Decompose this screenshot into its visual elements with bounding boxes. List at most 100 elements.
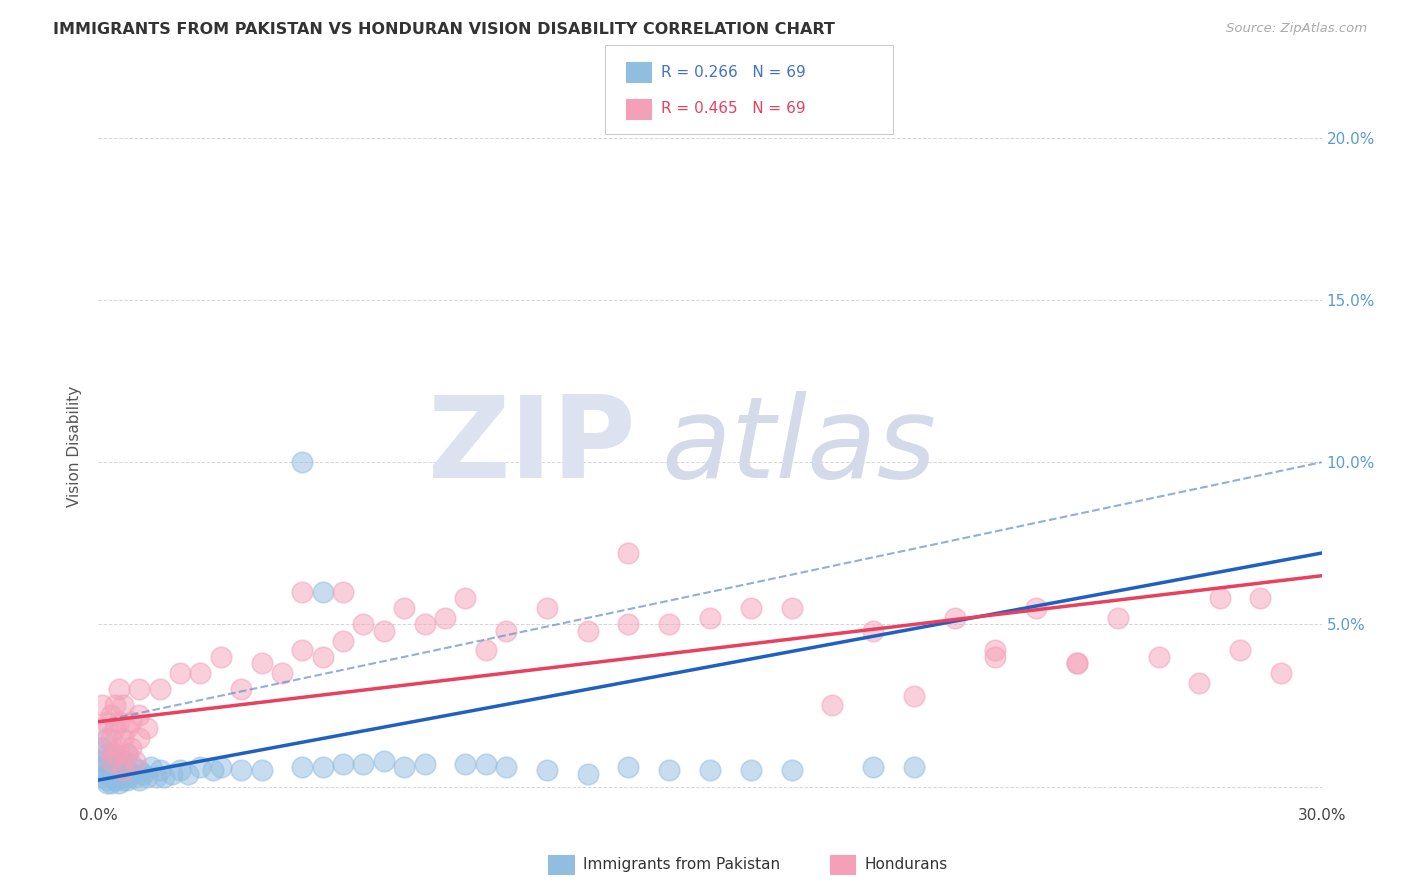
Point bbox=[352, 756, 374, 771]
Point bbox=[100, 766, 122, 780]
Text: ZIP: ZIP bbox=[429, 391, 637, 501]
Point bbox=[454, 591, 477, 606]
Point bbox=[740, 601, 762, 615]
Point bbox=[699, 764, 721, 778]
Point bbox=[1270, 666, 1292, 681]
Point bbox=[291, 455, 314, 469]
Point bbox=[91, 721, 114, 735]
Point bbox=[160, 766, 183, 780]
Point bbox=[821, 698, 844, 713]
Point bbox=[169, 666, 191, 681]
Point bbox=[100, 776, 122, 790]
Point bbox=[100, 731, 122, 745]
Point bbox=[104, 764, 127, 778]
Point bbox=[312, 585, 335, 599]
Point bbox=[149, 682, 172, 697]
Point bbox=[111, 764, 134, 778]
Point bbox=[1066, 657, 1088, 671]
Point bbox=[108, 682, 131, 697]
Point bbox=[108, 760, 131, 774]
Point bbox=[115, 747, 138, 761]
Point bbox=[96, 747, 118, 761]
Point bbox=[474, 643, 498, 657]
Point bbox=[250, 657, 273, 671]
Point bbox=[96, 773, 118, 788]
Point bbox=[111, 698, 134, 713]
Point bbox=[1229, 643, 1251, 657]
Point bbox=[780, 601, 803, 615]
Point bbox=[91, 754, 114, 768]
Point bbox=[104, 754, 127, 768]
Point bbox=[100, 708, 122, 723]
Point bbox=[270, 666, 294, 681]
Point bbox=[100, 754, 122, 768]
Point bbox=[658, 764, 681, 778]
Point bbox=[104, 721, 127, 735]
Text: R = 0.266   N = 69: R = 0.266 N = 69 bbox=[661, 65, 806, 79]
Text: IMMIGRANTS FROM PAKISTAN VS HONDURAN VISION DISABILITY CORRELATION CHART: IMMIGRANTS FROM PAKISTAN VS HONDURAN VIS… bbox=[53, 22, 835, 37]
Point bbox=[1107, 611, 1129, 625]
Point bbox=[1025, 601, 1047, 615]
Point bbox=[128, 731, 150, 745]
Point bbox=[188, 760, 212, 774]
Point bbox=[434, 611, 457, 625]
Point bbox=[1249, 591, 1271, 606]
Point bbox=[984, 643, 1007, 657]
Point bbox=[1066, 657, 1088, 671]
Point bbox=[136, 770, 159, 784]
Point bbox=[373, 624, 395, 638]
Point bbox=[111, 754, 134, 768]
Point bbox=[209, 760, 232, 774]
Point bbox=[132, 766, 155, 780]
Text: R = 0.465   N = 69: R = 0.465 N = 69 bbox=[661, 102, 806, 116]
Point bbox=[104, 773, 127, 788]
Point bbox=[96, 756, 118, 771]
Point bbox=[149, 764, 172, 778]
Point bbox=[780, 764, 803, 778]
Point bbox=[617, 760, 640, 774]
Point bbox=[128, 773, 150, 788]
Point bbox=[136, 721, 159, 735]
Point bbox=[1188, 675, 1211, 690]
Point bbox=[576, 766, 599, 780]
Point bbox=[291, 585, 314, 599]
Point bbox=[250, 764, 273, 778]
Point bbox=[100, 760, 122, 774]
Point bbox=[128, 764, 150, 778]
Point bbox=[984, 649, 1007, 664]
Point bbox=[332, 756, 354, 771]
Point bbox=[91, 764, 114, 778]
Point bbox=[740, 764, 762, 778]
Point bbox=[96, 740, 118, 755]
Point bbox=[96, 731, 118, 745]
Point bbox=[332, 633, 354, 648]
Point bbox=[332, 585, 354, 599]
Point bbox=[231, 764, 253, 778]
Text: Immigrants from Pakistan: Immigrants from Pakistan bbox=[583, 857, 780, 871]
Point bbox=[115, 773, 138, 788]
Point bbox=[124, 754, 146, 768]
Point bbox=[115, 747, 138, 761]
Point bbox=[291, 643, 314, 657]
Point bbox=[104, 770, 127, 784]
Point bbox=[115, 721, 138, 735]
Point bbox=[373, 754, 395, 768]
Point bbox=[128, 708, 150, 723]
Point bbox=[111, 731, 134, 745]
Point bbox=[100, 750, 122, 764]
Point bbox=[108, 740, 131, 755]
Point bbox=[413, 617, 436, 632]
Point bbox=[104, 698, 127, 713]
Point bbox=[128, 682, 150, 697]
Point bbox=[1147, 649, 1170, 664]
Point bbox=[91, 770, 114, 784]
Point bbox=[120, 766, 142, 780]
Point bbox=[188, 666, 212, 681]
Point bbox=[392, 601, 416, 615]
Point bbox=[576, 624, 599, 638]
Point bbox=[413, 756, 436, 771]
Point bbox=[96, 776, 118, 790]
Point bbox=[454, 756, 477, 771]
Point bbox=[115, 764, 138, 778]
Point bbox=[169, 764, 191, 778]
